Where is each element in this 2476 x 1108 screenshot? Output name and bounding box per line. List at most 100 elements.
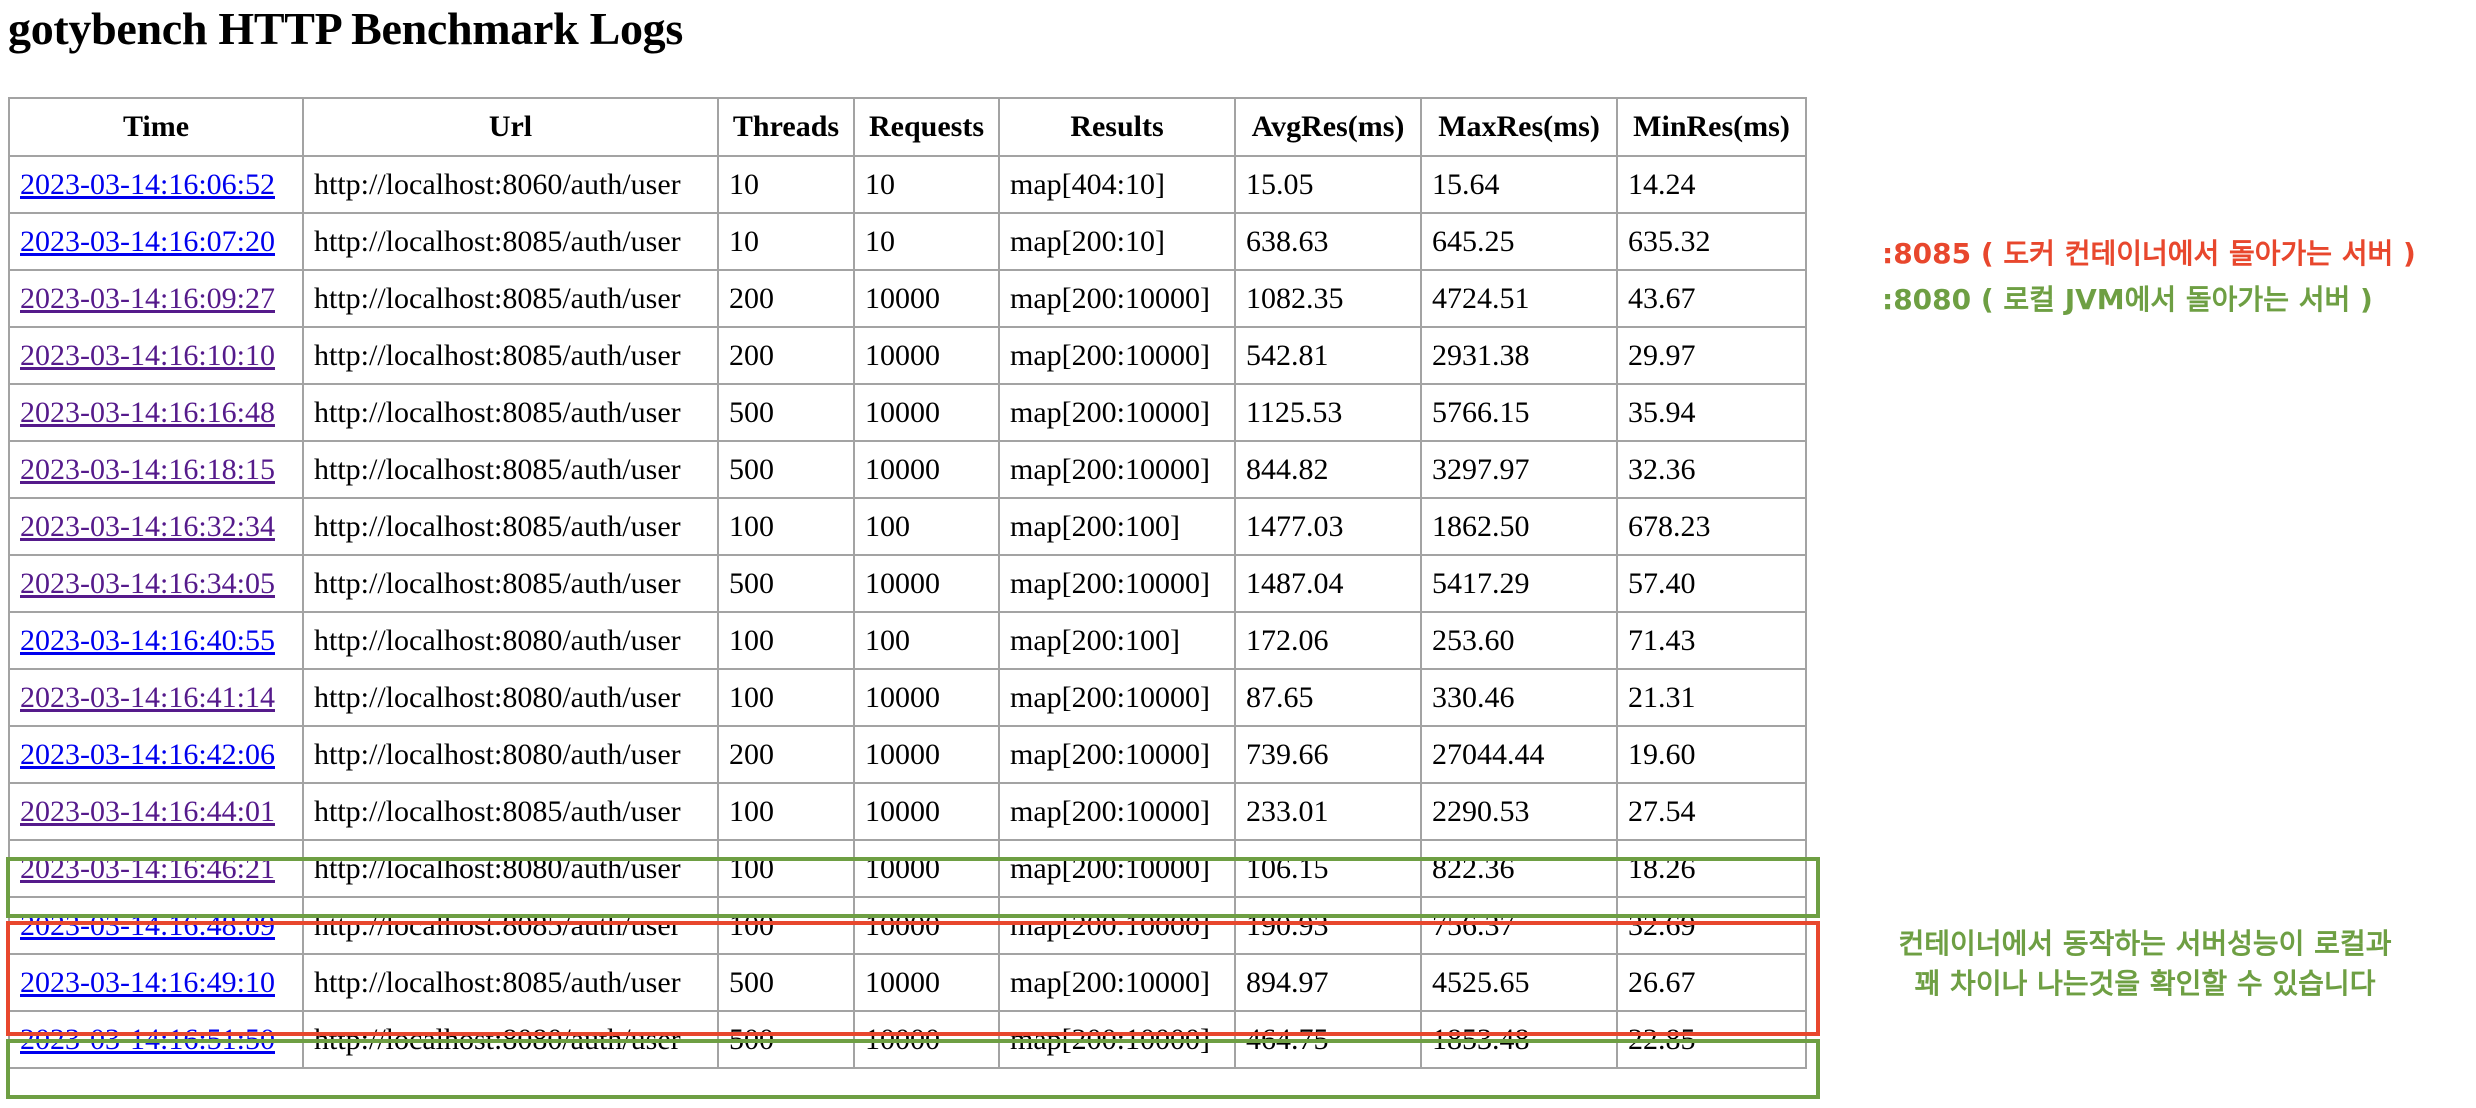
- cell-max-res: 27044.44: [1420, 725, 1618, 784]
- table-row: 2023-03-14:16:51:50 http://localhost:8080…: [8, 1010, 1807, 1069]
- cell-max-res: 15.64: [1420, 155, 1618, 214]
- conclusion-note: 컨테이너에서 동작하는 서버성능이 로컬과 꽤 차이나 나는것을 확인할 수 있…: [1860, 924, 2430, 1004]
- table-row: 2023-03-14:16:06:52 http://localhost:8060…: [8, 155, 1807, 214]
- cell-min-res: 22.85: [1616, 1010, 1807, 1069]
- cell-min-res: 19.60: [1616, 725, 1807, 784]
- table-row: 2023-03-14:16:09:27 http://localhost:8085…: [8, 269, 1807, 328]
- cell-min-res: 635.32: [1616, 212, 1807, 271]
- cell-requests: 10000: [853, 383, 1000, 442]
- cell-avg-res: 106.15: [1234, 839, 1422, 898]
- cell-min-res: 43.67: [1616, 269, 1807, 328]
- log-time-link[interactable]: 2023-03-14:16:44:01: [20, 794, 275, 828]
- cell-time: 2023-03-14:16:44:01: [8, 782, 304, 841]
- cell-url: http://localhost:8085/auth/user: [302, 782, 719, 841]
- table-row: 2023-03-14:16:07:20 http://localhost:8085…: [8, 212, 1807, 271]
- cell-max-res: 3297.97: [1420, 440, 1618, 499]
- column-header-requests: Requests: [853, 97, 1000, 157]
- column-header-min-res: MinRes(ms): [1616, 97, 1807, 157]
- cell-requests: 10000: [853, 440, 1000, 499]
- cell-results: map[200:10000]: [998, 269, 1236, 328]
- table-row: 2023-03-14:16:16:48 http://localhost:8085…: [8, 383, 1807, 442]
- cell-avg-res: 844.82: [1234, 440, 1422, 499]
- column-header-url: Url: [302, 97, 719, 157]
- cell-time: 2023-03-14:16:46:21: [8, 839, 304, 898]
- log-time-link[interactable]: 2023-03-14:16:41:14: [20, 680, 275, 714]
- cell-url: http://localhost:8080/auth/user: [302, 668, 719, 727]
- cell-max-res: 4724.51: [1420, 269, 1618, 328]
- cell-url: http://localhost:8080/auth/user: [302, 1010, 719, 1069]
- log-time-link[interactable]: 2023-03-14:16:34:05: [20, 566, 275, 600]
- log-time-link[interactable]: 2023-03-14:16:51:50: [20, 1022, 275, 1056]
- cell-requests: 10000: [853, 326, 1000, 385]
- cell-time: 2023-03-14:16:18:15: [8, 440, 304, 499]
- cell-results: map[200:10000]: [998, 668, 1236, 727]
- cell-threads: 10: [717, 212, 855, 271]
- cell-time: 2023-03-14:16:34:05: [8, 554, 304, 613]
- log-time-link[interactable]: 2023-03-14:16:07:20: [20, 224, 275, 258]
- cell-results: map[404:10]: [998, 155, 1236, 214]
- cell-min-res: 35.94: [1616, 383, 1807, 442]
- log-time-link[interactable]: 2023-03-14:16:16:48: [20, 395, 275, 429]
- cell-requests: 10: [853, 155, 1000, 214]
- cell-url: http://localhost:8080/auth/user: [302, 611, 719, 670]
- cell-min-res: 32.69: [1616, 896, 1807, 955]
- cell-threads: 100: [717, 497, 855, 556]
- conclusion-line-1: 컨테이너에서 동작하는 서버성능이 로컬과: [1898, 927, 2392, 960]
- table-row: 2023-03-14:16:10:10 http://localhost:8085…: [8, 326, 1807, 385]
- cell-time: 2023-03-14:16:51:50: [8, 1010, 304, 1069]
- cell-threads: 200: [717, 326, 855, 385]
- cell-url: http://localhost:8085/auth/user: [302, 953, 719, 1012]
- log-time-link[interactable]: 2023-03-14:16:49:10: [20, 965, 275, 999]
- cell-url: http://localhost:8085/auth/user: [302, 326, 719, 385]
- table-header-row: Time Url Threads Requests Results AvgRes…: [8, 97, 1807, 157]
- cell-requests: 10: [853, 212, 1000, 271]
- cell-url: http://localhost:8060/auth/user: [302, 155, 719, 214]
- cell-time: 2023-03-14:16:32:34: [8, 497, 304, 556]
- log-time-link[interactable]: 2023-03-14:16:06:52: [20, 167, 275, 201]
- cell-url: http://localhost:8080/auth/user: [302, 839, 719, 898]
- cell-avg-res: 172.06: [1234, 611, 1422, 670]
- cell-time: 2023-03-14:16:48:09: [8, 896, 304, 955]
- cell-time: 2023-03-14:16:07:20: [8, 212, 304, 271]
- log-time-link[interactable]: 2023-03-14:16:46:21: [20, 851, 275, 885]
- legend-8085-note: :8085 ( 도커 컨테이너에서 돌아가는 서버 ): [1882, 237, 2416, 270]
- cell-url: http://localhost:8085/auth/user: [302, 554, 719, 613]
- cell-requests: 10000: [853, 953, 1000, 1012]
- log-time-link[interactable]: 2023-03-14:16:10:10: [20, 338, 275, 372]
- cell-min-res: 678.23: [1616, 497, 1807, 556]
- cell-avg-res: 87.65: [1234, 668, 1422, 727]
- cell-url: http://localhost:8085/auth/user: [302, 440, 719, 499]
- log-time-link[interactable]: 2023-03-14:16:42:06: [20, 737, 275, 771]
- cell-avg-res: 15.05: [1234, 155, 1422, 214]
- cell-time: 2023-03-14:16:09:27: [8, 269, 304, 328]
- log-time-link[interactable]: 2023-03-14:16:40:55: [20, 623, 275, 657]
- table-row: 2023-03-14:16:18:15 http://localhost:8085…: [8, 440, 1807, 499]
- table-row: 2023-03-14:16:32:34 http://localhost:8085…: [8, 497, 1807, 556]
- cell-threads: 100: [717, 896, 855, 955]
- cell-results: map[200:10000]: [998, 782, 1236, 841]
- cell-min-res: 18.26: [1616, 839, 1807, 898]
- cell-avg-res: 542.81: [1234, 326, 1422, 385]
- table-row: 2023-03-14:16:40:55 http://localhost:8080…: [8, 611, 1807, 670]
- cell-max-res: 330.46: [1420, 668, 1618, 727]
- log-time-link[interactable]: 2023-03-14:16:48:09: [20, 908, 275, 942]
- log-time-link[interactable]: 2023-03-14:16:09:27: [20, 281, 275, 315]
- cell-requests: 10000: [853, 668, 1000, 727]
- cell-time: 2023-03-14:16:41:14: [8, 668, 304, 727]
- cell-requests: 10000: [853, 554, 1000, 613]
- cell-avg-res: 638.63: [1234, 212, 1422, 271]
- cell-url: http://localhost:8085/auth/user: [302, 497, 719, 556]
- cell-results: map[200:10000]: [998, 383, 1236, 442]
- table-row: 2023-03-14:16:44:01 http://localhost:8085…: [8, 782, 1807, 841]
- cell-max-res: 253.60: [1420, 611, 1618, 670]
- legend-8080-note: :8080 ( 로컬 JVM에서 돌아가는 서버 ): [1882, 283, 2373, 316]
- log-time-link[interactable]: 2023-03-14:16:18:15: [20, 452, 275, 486]
- cell-threads: 100: [717, 668, 855, 727]
- log-time-link[interactable]: 2023-03-14:16:32:34: [20, 509, 275, 543]
- cell-threads: 500: [717, 383, 855, 442]
- cell-time: 2023-03-14:16:16:48: [8, 383, 304, 442]
- column-header-time: Time: [8, 97, 304, 157]
- cell-requests: 100: [853, 611, 1000, 670]
- cell-threads: 100: [717, 839, 855, 898]
- cell-requests: 10000: [853, 839, 1000, 898]
